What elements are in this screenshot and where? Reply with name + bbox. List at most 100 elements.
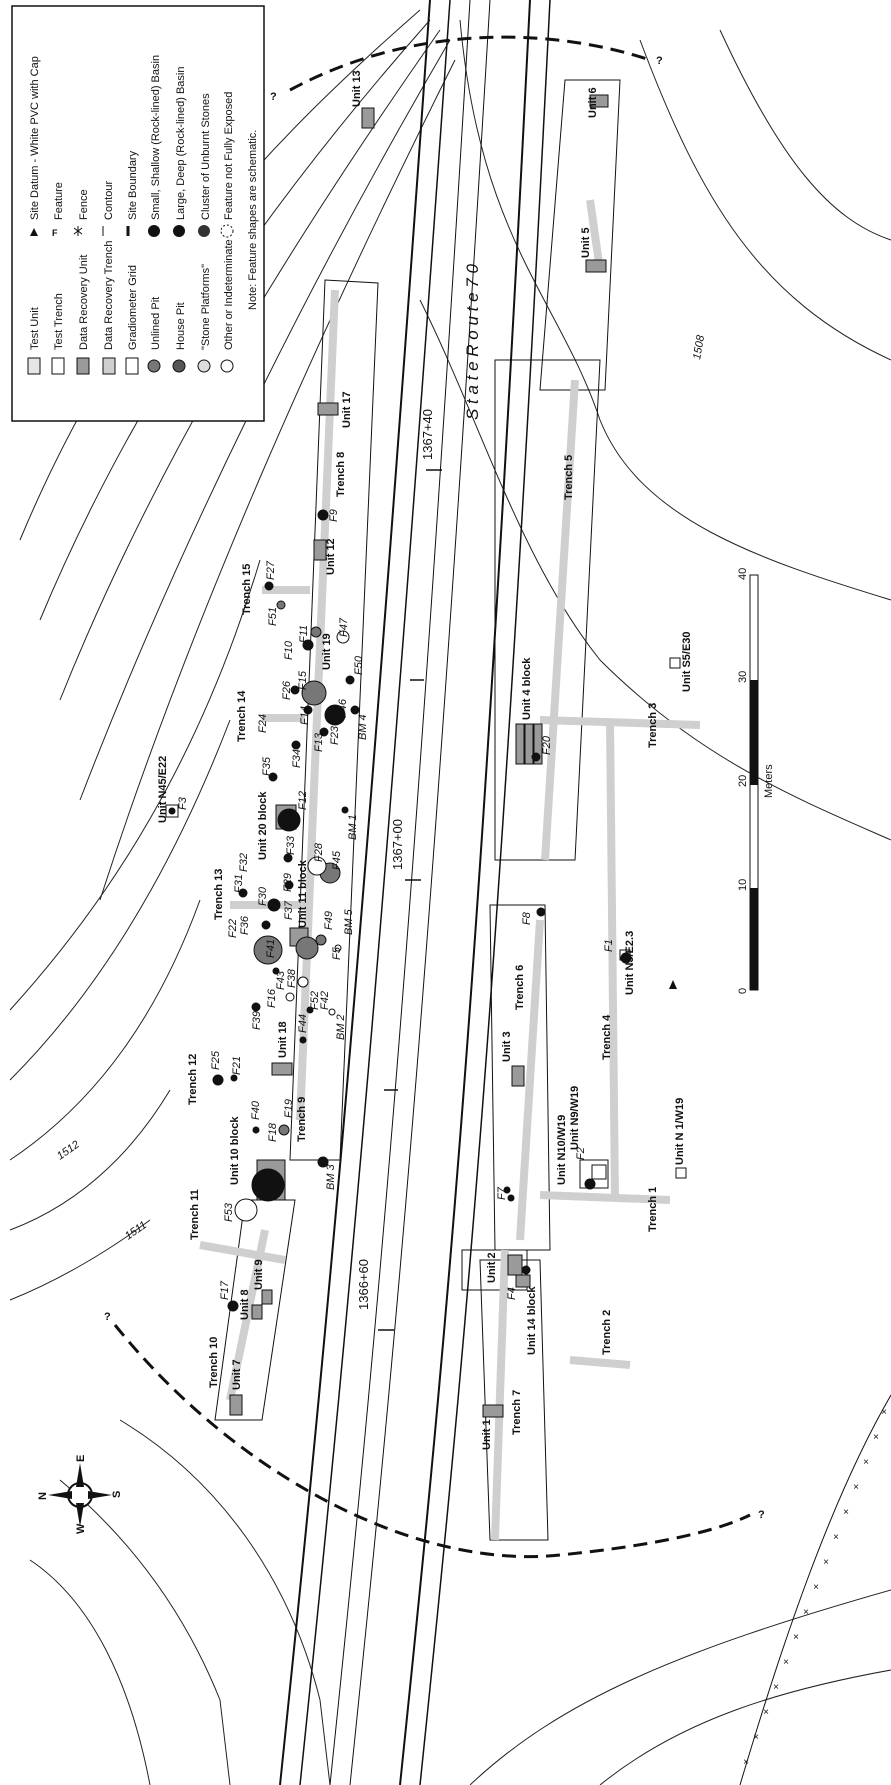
map-label: Trench 2 bbox=[601, 1310, 613, 1355]
map-label: Trench 11 bbox=[189, 1189, 201, 1240]
map-label: Unit N3/E2.3 bbox=[624, 931, 636, 995]
map-label: F10 bbox=[283, 640, 295, 660]
state-route-70 bbox=[279, 0, 551, 1785]
f28-circle bbox=[307, 856, 327, 876]
map-label: Trench 12 bbox=[187, 1054, 199, 1105]
svg-text:×: × bbox=[793, 1632, 799, 1643]
map-label: Data Recovery Unit bbox=[78, 255, 90, 350]
map-label: F18 bbox=[267, 1122, 279, 1142]
map-label: Unit 2 bbox=[486, 1252, 498, 1283]
unit-n1-w19-rect bbox=[675, 1167, 687, 1179]
map-label: F43 bbox=[275, 970, 287, 990]
svg-text:×: × bbox=[823, 1557, 829, 1568]
legend-left-symbols bbox=[27, 357, 234, 375]
map-label: F31 bbox=[233, 874, 245, 893]
map-label: F32 bbox=[238, 853, 250, 872]
map-label: F16 bbox=[266, 988, 278, 1008]
map-label: Unit N10/W19 bbox=[556, 1115, 568, 1185]
unit-1-rect bbox=[482, 1404, 504, 1418]
unit-12-rect bbox=[313, 539, 327, 561]
grid-north bbox=[289, 279, 379, 1161]
unit-2-rect bbox=[507, 1254, 523, 1276]
map-label: Unit 17 bbox=[341, 391, 353, 428]
unit-n10-w19-rect bbox=[591, 1164, 607, 1180]
map-label: F44 bbox=[297, 1014, 309, 1033]
svg-text:×: × bbox=[833, 1532, 839, 1543]
map-label: F1 bbox=[603, 939, 615, 952]
map-label: F39 bbox=[251, 1011, 263, 1030]
contour-label-1511: 1511 bbox=[123, 1219, 149, 1242]
unit-6-rect bbox=[589, 94, 609, 108]
map-label: 10 bbox=[737, 879, 749, 891]
map-label: F9 bbox=[328, 509, 340, 522]
map-label: F19 bbox=[283, 1099, 295, 1118]
map-label: Unit 7 bbox=[231, 1359, 243, 1390]
trenches bbox=[199, 199, 701, 1541]
map-label: Unit 4 block bbox=[521, 657, 533, 720]
legend-left-labels: Test Unit Test Trench Data Recovery Unit… bbox=[29, 239, 235, 350]
map-label: Unit 12 bbox=[325, 538, 337, 575]
legend: Test Unit Test Trench Data Recovery Unit… bbox=[11, 5, 265, 422]
map-label: F25 bbox=[210, 1050, 222, 1070]
unit-4-block-a bbox=[515, 723, 525, 765]
map-label: F52 bbox=[309, 991, 321, 1010]
station-1367-40: 1367+40 bbox=[420, 409, 435, 460]
map-label: F5 bbox=[331, 946, 343, 960]
unit-18-rect bbox=[271, 1062, 293, 1076]
legend-right-symbols: F bbox=[30, 224, 234, 238]
map-label: Site Boundary bbox=[127, 150, 139, 220]
gradiometer-grids bbox=[214, 79, 621, 1541]
unit-9-rect bbox=[261, 1289, 273, 1305]
site-boundary bbox=[113, 35, 751, 1559]
svg-text:×: × bbox=[783, 1657, 789, 1668]
unit-labels: Unit 1 Unit 2 Unit 3 Unit 4 block Unit 5… bbox=[157, 70, 693, 1450]
map-label: BM 1 bbox=[347, 814, 359, 840]
unit-8-rect bbox=[251, 1304, 263, 1320]
unit-7-rect bbox=[229, 1394, 243, 1416]
svg-text:×: × bbox=[881, 1407, 887, 1418]
test-units bbox=[165, 657, 687, 1189]
f46-circle bbox=[324, 704, 346, 726]
map-label: F40 bbox=[250, 1100, 262, 1120]
unit-5-rect bbox=[585, 259, 607, 273]
map-label: F8 bbox=[521, 911, 533, 925]
map-label: Gradiometer Grid bbox=[127, 265, 139, 350]
map-label: 0 bbox=[737, 988, 749, 994]
map-label: Unit N45/E22 bbox=[157, 756, 169, 823]
map-label: Small, Shallow (Rock-lined) Basin bbox=[150, 55, 162, 220]
f27-circle bbox=[264, 581, 274, 591]
map-label: F45 bbox=[331, 850, 343, 870]
map-label: BM 4 bbox=[357, 714, 369, 740]
map-label: Large, Deep (Rock-lined) Basin bbox=[175, 67, 187, 220]
fence-marks: × × × × × × × × × × × × × × × bbox=[743, 1407, 887, 1768]
site-datum-icon bbox=[669, 980, 677, 989]
map-label: Trench 10 bbox=[208, 1337, 220, 1388]
map-label: Unit N 1/W19 bbox=[674, 1098, 686, 1165]
map-label: Unit 1 bbox=[481, 1419, 493, 1450]
map-label: Unit S5/E30 bbox=[681, 631, 693, 692]
map-label: F38 bbox=[286, 968, 298, 988]
map-label: F27 bbox=[265, 560, 277, 580]
unit-3-rect bbox=[511, 1065, 525, 1087]
map-label: Test Trench bbox=[53, 293, 65, 350]
road-name: S t a t e R o u t e 7 0 bbox=[463, 264, 482, 420]
map-label: Unit 3 bbox=[501, 1031, 513, 1062]
map-label: F50 bbox=[353, 655, 365, 675]
unit-14-block-rect bbox=[515, 1274, 531, 1288]
map-label: Trench 13 bbox=[213, 869, 225, 920]
map-label: F4 bbox=[506, 1287, 518, 1300]
compass-s: S bbox=[111, 1491, 123, 1498]
map-label: F11 bbox=[298, 625, 310, 643]
scale-bar bbox=[749, 574, 759, 991]
map-label: Trench 6 bbox=[514, 965, 526, 1010]
map-label: F37 bbox=[283, 900, 295, 920]
features bbox=[168, 509, 632, 1312]
station-1366-60: 1366+60 bbox=[356, 1259, 371, 1310]
unit-4-block-c bbox=[533, 723, 543, 765]
map-label: Trench 5 bbox=[563, 455, 575, 500]
map-label: F36 bbox=[239, 915, 251, 935]
svg-text:×: × bbox=[813, 1582, 819, 1593]
map-label: F2 bbox=[575, 1147, 587, 1160]
map-label: F35 bbox=[261, 756, 273, 776]
legend-note: Note: Feature shapes are schematic. bbox=[247, 130, 259, 310]
